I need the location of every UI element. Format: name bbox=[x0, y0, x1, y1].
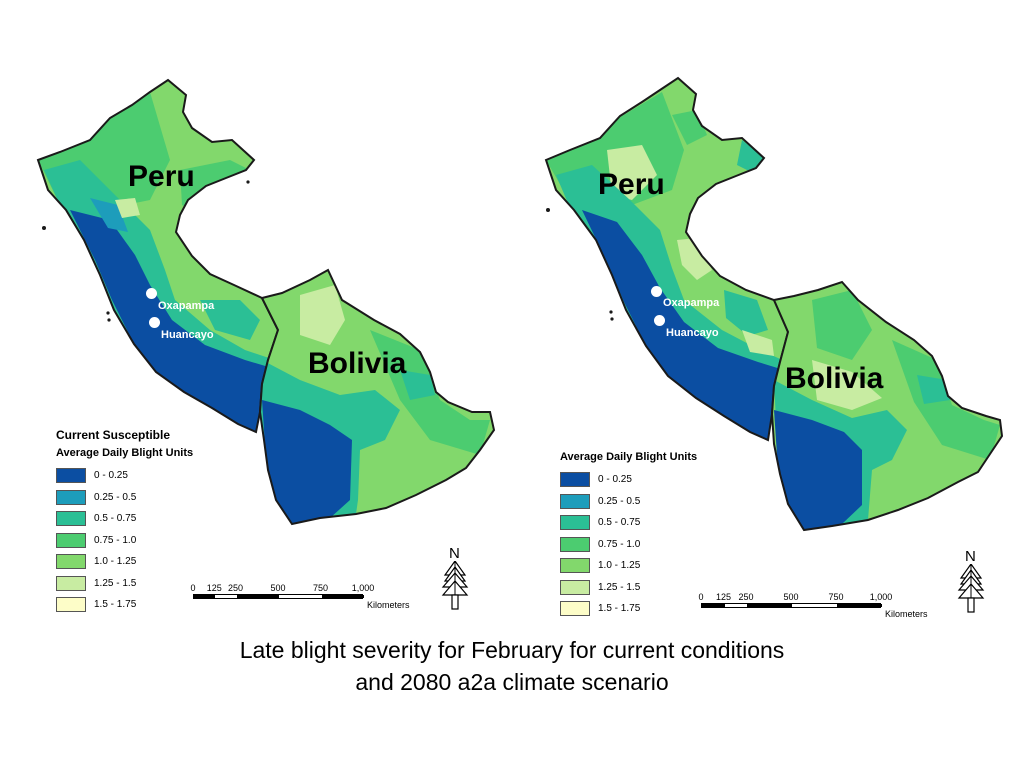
legend-label: 0 - 0.25 bbox=[598, 474, 632, 486]
legend-subtitle: Average Daily Blight Units bbox=[560, 451, 698, 463]
scalebar-tick-label: 250 bbox=[738, 592, 754, 602]
legend-label: 0.75 - 1.0 bbox=[598, 538, 641, 550]
scalebar-tick-label: 500 bbox=[270, 583, 286, 593]
legend-label: 0 - 0.25 bbox=[94, 470, 128, 482]
scalebar-unit: Kilometers bbox=[367, 600, 410, 610]
scalebar-bar bbox=[193, 594, 364, 599]
legend-subtitle: Average Daily Blight Units bbox=[56, 447, 194, 459]
legend-item: 0.5 - 0.75 bbox=[560, 512, 697, 534]
caption-line-1: Late blight severity for February for cu… bbox=[239, 637, 785, 663]
scalebar-tick-label: 750 bbox=[828, 592, 844, 602]
legend-item: 0 - 0.25 bbox=[56, 465, 193, 487]
legend-item: 1.25 - 1.5 bbox=[56, 573, 193, 595]
legend-swatch bbox=[56, 511, 86, 527]
city-label-oxapampa: Oxapampa bbox=[158, 300, 215, 312]
legend-2080: Average Daily Blight Units 0 - 0.25 0.25 … bbox=[560, 451, 697, 620]
legend-label: 1.5 - 1.75 bbox=[94, 599, 137, 611]
legend-swatch bbox=[560, 493, 590, 509]
north-arrow-2080: N bbox=[956, 548, 986, 614]
scalebar-tick-label: 250 bbox=[227, 583, 244, 593]
legend-title: Current Susceptible bbox=[56, 428, 171, 442]
north-arrow-icon bbox=[957, 564, 985, 613]
country-label-bolivia: Bolivia bbox=[785, 362, 884, 395]
legend-item: 1.5 - 1.75 bbox=[560, 598, 697, 620]
country-label-bolivia: Bolivia bbox=[308, 347, 407, 380]
map-current bbox=[37, 79, 495, 525]
legend-swatch bbox=[56, 532, 86, 548]
legend-label: 1.0 - 1.25 bbox=[94, 556, 137, 568]
scalebar-current: 0 125 250 500 750 1,000 Kilometers bbox=[190, 583, 423, 613]
city-label-huancayo: Huancayo bbox=[161, 329, 214, 341]
map-panel-2080: Peru Bolivia Oxapampa Huancayo Average D… bbox=[512, 0, 1024, 620]
north-arrow-current: N bbox=[440, 545, 470, 611]
city-label-huancayo: Huancayo bbox=[666, 327, 719, 339]
scalebar-tick-label: 125 bbox=[206, 583, 222, 593]
legend-swatch bbox=[56, 597, 86, 613]
scalebar-tick-label: 750 bbox=[312, 583, 329, 593]
legend-item: 1.5 - 1.75 bbox=[56, 594, 193, 616]
scalebar-unit: Kilometers bbox=[885, 609, 928, 619]
legend-label: 0.5 - 0.75 bbox=[598, 517, 641, 529]
legend-swatch bbox=[56, 575, 86, 591]
scalebar-bar bbox=[701, 603, 882, 608]
city-marker-oxapampa bbox=[146, 288, 157, 299]
scalebar-tick-label: 1,000 bbox=[351, 583, 375, 593]
scalebar-tick-label: 0 bbox=[698, 592, 704, 602]
legend-item: 1.0 - 1.25 bbox=[56, 551, 193, 573]
country-label-peru: Peru bbox=[598, 168, 665, 201]
legend-item: 1.25 - 1.5 bbox=[560, 577, 697, 599]
city-marker-huancayo bbox=[149, 317, 160, 328]
scalebar-tick-label: 0 bbox=[190, 583, 196, 593]
legend-label: 1.25 - 1.5 bbox=[94, 577, 137, 589]
legend-swatch bbox=[560, 515, 590, 531]
legend-label: 1.5 - 1.75 bbox=[598, 603, 641, 615]
north-letter: N bbox=[449, 545, 460, 562]
legend-swatch bbox=[560, 558, 590, 574]
legend-label: 0.25 - 0.5 bbox=[94, 491, 137, 503]
legend-item: 0.5 - 0.75 bbox=[56, 508, 193, 530]
legend-label: 0.5 - 0.75 bbox=[94, 513, 137, 525]
scalebar-tick-label: 500 bbox=[783, 592, 799, 602]
legend-item: 0 - 0.25 bbox=[560, 469, 697, 491]
legend-rows: 0 - 0.25 0.25 - 0.5 0.5 - 0.75 0.75 - 1.0 1.… bbox=[56, 465, 193, 616]
legend-item: 0.75 - 1.0 bbox=[560, 534, 697, 556]
caption-line-2: and 2080 a2a climate scenario bbox=[355, 669, 669, 695]
north-letter: N bbox=[965, 548, 976, 565]
legend-item: 0.25 - 0.5 bbox=[560, 491, 697, 513]
city-marker-huancayo bbox=[654, 315, 665, 326]
scalebar-tick-label: 125 bbox=[715, 592, 732, 602]
legend-current: Current Susceptible Average Daily Blight… bbox=[56, 428, 193, 616]
legend-label: 1.25 - 1.5 bbox=[598, 581, 641, 593]
legend-swatch bbox=[560, 536, 590, 552]
scalebar-tick-label: 1,000 bbox=[869, 592, 893, 602]
legend-swatch bbox=[560, 601, 590, 617]
legend-swatch bbox=[560, 472, 590, 488]
city-label-oxapampa: Oxapampa bbox=[663, 297, 720, 309]
legend-swatch bbox=[56, 554, 86, 570]
legend-swatch bbox=[56, 489, 86, 505]
legend-item: 0.75 - 1.0 bbox=[56, 530, 193, 552]
legend-label: 0.25 - 0.5 bbox=[598, 495, 641, 507]
legend-swatch bbox=[560, 579, 590, 595]
legend-swatch bbox=[56, 468, 86, 484]
legend-rows: 0 - 0.25 0.25 - 0.5 0.5 - 0.75 0.75 - 1.0 1.… bbox=[560, 469, 697, 620]
legend-label: 0.75 - 1.0 bbox=[94, 534, 137, 546]
north-arrow-icon bbox=[441, 561, 469, 610]
legend-label: 1.0 - 1.25 bbox=[598, 560, 641, 572]
country-label-peru: Peru bbox=[128, 160, 195, 193]
figure-caption: Late blight severity for February for cu… bbox=[0, 634, 1024, 698]
scalebar-2080: 0 125 250 500 750 1,000 Kilometers bbox=[698, 592, 941, 622]
map-2080 bbox=[545, 77, 1003, 531]
legend-item: 0.25 - 0.5 bbox=[56, 487, 193, 509]
city-marker-oxapampa bbox=[651, 286, 662, 297]
legend-item: 1.0 - 1.25 bbox=[560, 555, 697, 577]
map-panel-current: Peru Bolivia Oxapampa Huancayo Current S… bbox=[0, 0, 512, 620]
